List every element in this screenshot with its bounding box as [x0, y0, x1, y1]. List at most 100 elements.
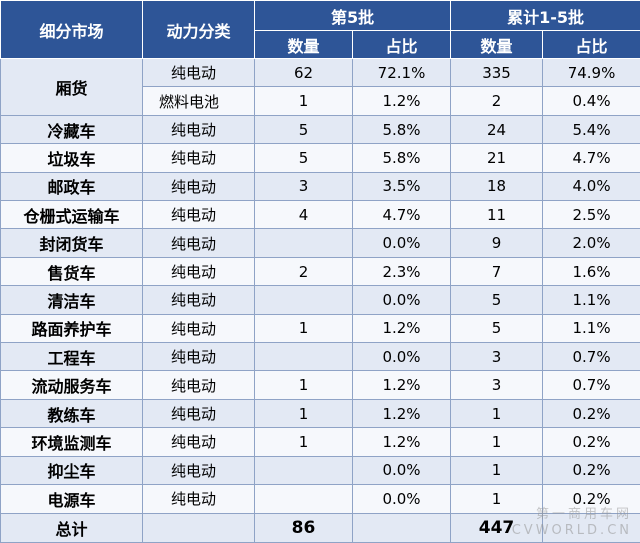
power-cell: 燃料电池	[142, 86, 255, 116]
cumulative-count-cell: 5	[450, 285, 544, 315]
table-row: 冷藏车 纯电动 5 5.8% 24 5.4%	[0, 114, 640, 145]
batch5-count-cell	[254, 484, 353, 514]
header-cumulative-share: 占比	[542, 30, 640, 59]
total-cumulative-share-empty	[542, 512, 640, 543]
batch5-count-cell: 5	[254, 114, 353, 145]
cumulative-share-cell: 1.1%	[542, 285, 640, 315]
cumulative-count-cell: 3	[450, 370, 544, 400]
market-cell: 路面养护车	[0, 313, 143, 344]
table-row: 封闭货车 纯电动 0.0% 9 2.0%	[0, 228, 640, 258]
cumulative-share-cell: 0.7%	[542, 342, 640, 372]
market-cell: 封闭货车	[0, 228, 143, 258]
batch5-share-cell: 3.5%	[351, 171, 452, 202]
batch5-share-cell: 1.2%	[351, 313, 452, 344]
cumulative-count-cell: 1	[450, 455, 544, 486]
header-batch5-share: 占比	[351, 30, 452, 59]
batch5-count-cell	[254, 455, 353, 486]
market-cell: 流动服务车	[0, 370, 143, 400]
batch5-share-cell: 5.8%	[351, 114, 452, 145]
market-cell: 厢货	[0, 58, 143, 116]
header-row-1: 细分市场 动力分类 第5批 累计1-5批	[0, 0, 640, 59]
header-power: 动力分类	[142, 0, 255, 59]
market-cell: 冷藏车	[0, 114, 143, 145]
cumulative-share-cell: 2.5%	[542, 200, 640, 230]
batch5-count-cell	[254, 285, 353, 315]
batch5-share-cell: 0.0%	[351, 228, 452, 258]
table-row: 路面养护车 纯电动 1 1.2% 5 1.1%	[0, 313, 640, 344]
cumulative-count-cell: 1	[450, 398, 544, 429]
batch5-share-cell: 1.2%	[351, 86, 452, 116]
cumulative-share-cell: 0.2%	[542, 427, 640, 457]
cumulative-share-cell: 2.0%	[542, 228, 640, 258]
market-cell: 清洁车	[0, 285, 143, 315]
market-cell: 环境监测车	[0, 427, 143, 457]
table-row: 清洁车 纯电动 0.0% 5 1.1%	[0, 285, 640, 315]
batch5-count-cell: 5	[254, 143, 353, 173]
power-cell: 纯电动	[142, 228, 255, 258]
batch5-share-cell: 0.0%	[351, 484, 452, 514]
cumulative-count-cell: 11	[450, 200, 544, 230]
total-row: 总计 86 447	[0, 512, 640, 543]
power-cell: 纯电动	[142, 427, 255, 457]
power-cell: 纯电动	[142, 285, 255, 315]
batch5-count-cell: 62	[254, 57, 353, 88]
power-cell: 纯电动	[142, 143, 255, 173]
total-power-empty	[142, 512, 255, 543]
batch5-count-cell: 4	[254, 200, 353, 230]
cumulative-share-cell: 0.2%	[542, 484, 640, 514]
cumulative-share-cell: 0.4%	[542, 86, 640, 116]
header-batch5: 第5批	[253, 0, 452, 31]
power-cell: 纯电动	[142, 171, 255, 202]
cumulative-count-cell: 7	[450, 256, 544, 287]
batch5-count-cell: 1	[254, 398, 353, 429]
market-cell: 垃圾车	[0, 143, 143, 173]
cumulative-share-cell: 4.7%	[542, 143, 640, 173]
power-cell: 纯电动	[142, 398, 255, 429]
cumulative-count-cell: 1	[450, 427, 544, 457]
market-cell: 邮政车	[0, 171, 143, 202]
batch5-share-cell: 5.8%	[351, 143, 452, 173]
cumulative-count-cell: 9	[450, 228, 544, 258]
cumulative-count-cell: 21	[450, 143, 544, 173]
batch5-count-cell: 1	[254, 86, 353, 116]
table-row: 电源车 纯电动 0.0% 1 0.2%	[0, 484, 640, 514]
table-row: 教练车 纯电动 1 1.2% 1 0.2%	[0, 398, 640, 429]
table-row: 工程车 纯电动 0.0% 3 0.7%	[0, 342, 640, 372]
cumulative-count-cell: 1	[450, 484, 544, 514]
total-cumulative-count: 447	[450, 512, 544, 543]
batch5-share-cell: 72.1%	[351, 57, 452, 88]
total-label: 总计	[0, 512, 143, 543]
batch5-share-cell: 1.2%	[351, 370, 452, 400]
cumulative-share-cell: 0.7%	[542, 370, 640, 400]
market-cell: 售货车	[0, 256, 143, 287]
cumulative-share-cell: 74.9%	[542, 57, 640, 88]
cumulative-share-cell: 4.0%	[542, 171, 640, 202]
power-cell: 纯电动	[142, 57, 255, 88]
batch5-count-cell: 3	[254, 171, 353, 202]
table-row: 燃料电池 1 1.2% 2 0.4%	[1, 86, 640, 116]
batch5-share-cell: 4.7%	[351, 200, 452, 230]
table-row: 厢货 纯电动 62 72.1% 335 74.9%	[0, 57, 640, 116]
batch5-share-cell: 1.2%	[351, 398, 452, 429]
batch5-share-cell: 0.0%	[351, 285, 452, 315]
batch5-count-cell: 1	[254, 427, 353, 457]
cumulative-count-cell: 2	[450, 86, 544, 116]
watermark: 第一商用车网 CVWORLD.CN	[512, 507, 632, 539]
power-cell: 纯电动	[142, 370, 255, 400]
table-row: 邮政车 纯电动 3 3.5% 18 4.0%	[0, 171, 640, 202]
market-cell: 抑尘车	[0, 455, 143, 486]
cumulative-count-cell: 5	[450, 313, 544, 344]
cumulative-share-cell: 0.2%	[542, 455, 640, 486]
market-cell: 教练车	[0, 398, 143, 429]
batch5-count-cell: 2	[254, 256, 353, 287]
table-row: 售货车 纯电动 2 2.3% 7 1.6%	[0, 256, 640, 287]
total-batch5-count: 86	[254, 512, 353, 543]
cumulative-count-cell: 18	[450, 171, 544, 202]
batch5-share-cell: 1.2%	[351, 427, 452, 457]
table-row: 仓栅式运输车 纯电动 4 4.7% 11 2.5%	[0, 200, 640, 230]
market-cell: 电源车	[0, 484, 143, 514]
watermark-line2: CVWORLD.CN	[511, 523, 632, 538]
cumulative-share-cell: 1.1%	[542, 313, 640, 344]
